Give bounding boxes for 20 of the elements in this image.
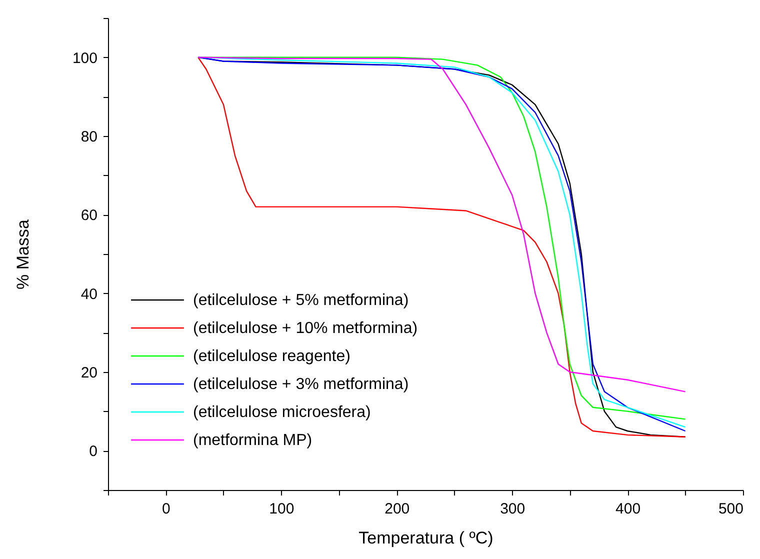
legend-label: (etilcelulose reagente) xyxy=(193,348,350,365)
legend-label: (etilcelulose + 3% metformina) xyxy=(193,376,409,393)
legend-label: (etilcelulose microesfera) xyxy=(193,404,371,421)
y-tick-label: 80 xyxy=(80,128,98,146)
y-tick-label: 40 xyxy=(80,286,98,303)
x-tick-label: 500 xyxy=(718,500,744,518)
legend-label: (etilcelulose + 10% metformina) xyxy=(193,320,418,337)
y-tick-label: 60 xyxy=(80,207,98,224)
x-tick-label: 200 xyxy=(384,500,410,518)
y-tick-label: 100 xyxy=(72,50,98,67)
y-tick-label: 0 xyxy=(89,443,98,460)
x-tick-label: 100 xyxy=(269,500,294,518)
x-axis-title: Temperatura ( ºC) xyxy=(358,528,494,548)
x-tick-label: 0 xyxy=(162,500,170,518)
legend-label: (metformina MP) xyxy=(193,432,312,449)
x-tick-label: 300 xyxy=(500,500,526,518)
y-tick-label: 20 xyxy=(80,364,98,382)
y-axis-title: % Massa xyxy=(13,219,32,290)
legend-label: (etilcelulose + 5% metformina) xyxy=(193,292,409,309)
x-tick-label: 400 xyxy=(616,500,641,518)
